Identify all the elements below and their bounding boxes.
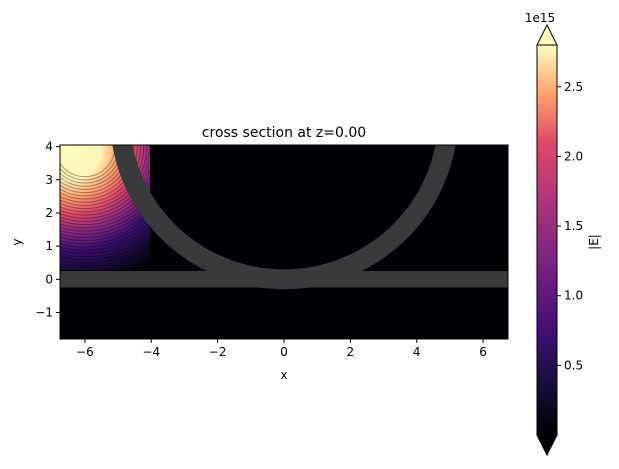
- field-fringe: [60, 145, 138, 200]
- field-fringe: [60, 145, 154, 216]
- field-fringe: [60, 145, 193, 254]
- x-tick-label: 6: [479, 345, 487, 359]
- x-tick-label: 4: [413, 345, 421, 359]
- x-tick-label: −4: [142, 345, 160, 359]
- structures: [60, 145, 508, 290]
- field-fringe: [60, 145, 189, 251]
- field-fringe: [60, 145, 205, 267]
- colorbar-tick-label: 1.0: [564, 289, 583, 303]
- y-tick-label: 2: [45, 206, 53, 220]
- y-tick-label: 1: [45, 239, 53, 253]
- y-axis-label: y: [10, 238, 24, 245]
- colorbar-extend-bottom: [536, 434, 558, 457]
- chart-title: cross section at z=0.00: [202, 125, 366, 141]
- plot-area: [60, 145, 508, 339]
- y-tick-label: −1: [35, 305, 53, 319]
- field-fringe: [60, 145, 186, 248]
- field-fringe: [60, 145, 170, 232]
- y-axis-ticks: −1 0 1 2 3 4: [35, 140, 60, 319]
- field-fringe: [60, 145, 167, 229]
- colorbar-tick-label: 2.5: [564, 80, 583, 94]
- x-axis-label: x: [280, 368, 287, 382]
- colorbar-gradient: [536, 44, 558, 436]
- colorbar-exponent-label: 1e15: [525, 11, 555, 25]
- field-fringe: [60, 145, 164, 226]
- x-axis-ticks: −6 −4 −2 0 2 4 6: [76, 339, 487, 359]
- colorbar-ticks: 0.5 1.0 1.5 2.0 2.5: [557, 80, 583, 372]
- colorbar-tick-label: 0.5: [564, 358, 583, 372]
- x-tick-label: −2: [209, 345, 227, 359]
- field-fringe: [60, 145, 199, 261]
- field-fringe: [60, 145, 183, 245]
- y-tick-label: 4: [45, 140, 53, 154]
- x-tick-label: −6: [76, 345, 94, 359]
- field-fringe: [60, 145, 177, 238]
- field-fringe: [60, 145, 148, 210]
- field-fringes: [60, 145, 205, 267]
- field-fringe: [60, 145, 202, 264]
- x-tick-label: 0: [280, 345, 288, 359]
- field-fringe: [60, 145, 173, 235]
- y-tick-label: 0: [45, 272, 53, 286]
- field-fringe: [60, 145, 196, 258]
- y-tick-label: 3: [45, 173, 53, 187]
- field-fringe: [60, 145, 141, 203]
- field-fringe: [60, 145, 157, 219]
- x-tick-label: 2: [347, 345, 355, 359]
- straight-waveguide: [60, 271, 508, 288]
- field-fringe: [60, 145, 180, 242]
- colorbar-extend-top: [536, 23, 558, 46]
- field-fringe: [60, 145, 145, 206]
- field-fringe: [60, 145, 151, 213]
- colorbar-label: |E|: [587, 234, 601, 250]
- colorbar-tick-label: 1.5: [564, 219, 583, 233]
- field-fringe: [60, 145, 161, 222]
- colorbar-tick-label: 2.0: [564, 149, 583, 163]
- field-fringe: [60, 145, 135, 197]
- colorbar: 0.5 1.0 1.5 2.0 2.5 1e15 |E|: [525, 11, 601, 457]
